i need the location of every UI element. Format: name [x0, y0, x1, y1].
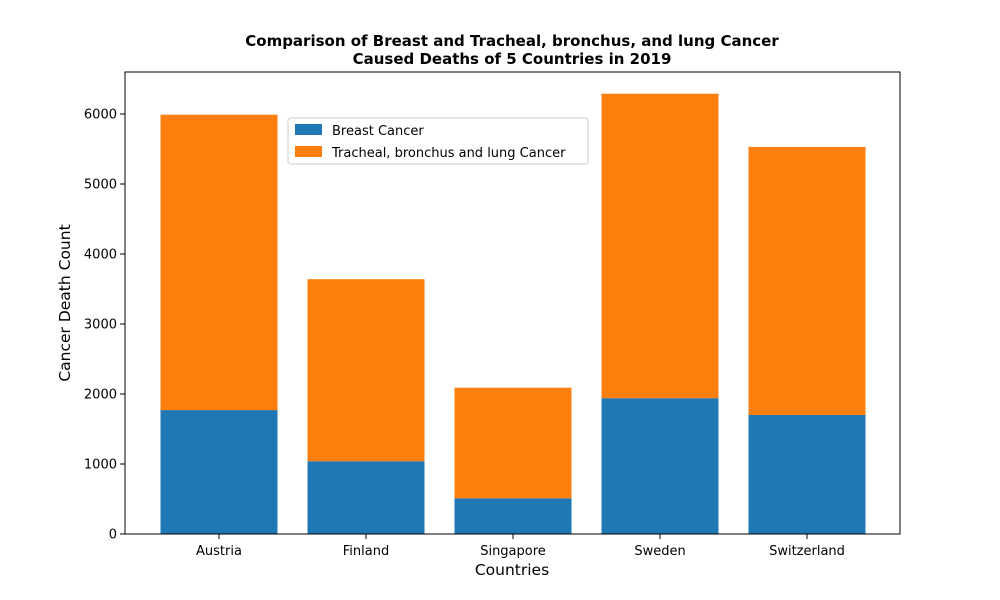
- legend-swatch-breast-cancer: [295, 124, 322, 135]
- x-axis: Austria Finland Singapore Sweden Switzerland: [196, 534, 845, 559]
- plot-frame: [124, 71, 901, 535]
- x-tick-label-austria: Austria: [196, 544, 242, 559]
- legend-label-lung-cancer: Tracheal, bronchus and lung Cancer: [331, 146, 566, 161]
- y-axis: 0 1000 2000 3000 4000 5000 6000: [84, 108, 125, 543]
- bar-switzerland-tracheal-bronchus-and-lung-cancer: [748, 146, 866, 415]
- y-axis-label: Cancer Death Count: [56, 224, 74, 381]
- x-tick-label-finland: Finland: [343, 544, 389, 559]
- y-tick-label-6000: 6000: [84, 108, 117, 123]
- bar-switzerland-breast-cancer: [748, 415, 866, 534]
- bars-group: [160, 93, 866, 534]
- bar-austria-breast-cancer: [160, 410, 278, 534]
- chart-title-line-1: Comparison of Breast and Tracheal, bronc…: [245, 32, 779, 50]
- bar-austria-tracheal-bronchus-and-lung-cancer: [160, 114, 278, 411]
- bar-sweden-tracheal-bronchus-and-lung-cancer: [601, 93, 719, 399]
- y-tick-label-2000: 2000: [84, 388, 117, 403]
- y-tick-label-5000: 5000: [84, 178, 117, 193]
- bar-singapore-breast-cancer: [454, 498, 572, 534]
- bar-singapore-tracheal-bronchus-and-lung-cancer: [454, 387, 572, 499]
- chart-title-line-2: Caused Deaths of 5 Countries in 2019: [353, 50, 672, 68]
- legend-frame: [287, 117, 589, 165]
- x-tick-label-switzerland: Switzerland: [769, 544, 845, 559]
- legend: Breast Cancer Tracheal, bronchus and lun…: [287, 117, 589, 165]
- bar-finland-tracheal-bronchus-and-lung-cancer: [307, 279, 425, 462]
- legend-label-breast-cancer: Breast Cancer: [332, 124, 424, 139]
- x-axis-label: Countries: [475, 561, 549, 579]
- y-tick-label-3000: 3000: [84, 318, 117, 333]
- legend-swatch-lung-cancer: [295, 146, 322, 157]
- bar-sweden-breast-cancer: [601, 398, 719, 534]
- y-tick-label-0: 0: [109, 528, 117, 543]
- y-tick-label-1000: 1000: [84, 458, 117, 473]
- y-tick-label-4000: 4000: [84, 248, 117, 263]
- bar-finland-breast-cancer: [307, 461, 425, 534]
- x-tick-label-sweden: Sweden: [634, 544, 685, 559]
- x-tick-label-singapore: Singapore: [480, 544, 546, 559]
